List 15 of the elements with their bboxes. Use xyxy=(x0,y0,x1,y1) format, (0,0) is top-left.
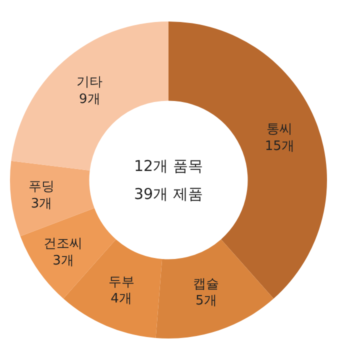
text: 39개 제품 xyxy=(134,185,203,203)
text: 12개 품목 xyxy=(134,157,203,175)
slice-label: 푸딩 xyxy=(28,179,55,194)
data-label: 9개 xyxy=(79,92,100,107)
slice-label: 두부 xyxy=(108,274,134,290)
data-label: 4개 xyxy=(110,292,132,307)
slice-label: 통씨 xyxy=(266,122,293,137)
slice-label: 캡슐 xyxy=(193,276,220,292)
data-label: 3개 xyxy=(30,196,52,212)
data-label: 5개 xyxy=(196,294,217,309)
data-label: 3개 xyxy=(52,254,74,269)
slice-label: 기타 xyxy=(76,75,103,90)
data-label: 15개 xyxy=(264,138,294,154)
slice-label: 건조씨 xyxy=(44,236,83,252)
donut-slice xyxy=(10,160,94,236)
